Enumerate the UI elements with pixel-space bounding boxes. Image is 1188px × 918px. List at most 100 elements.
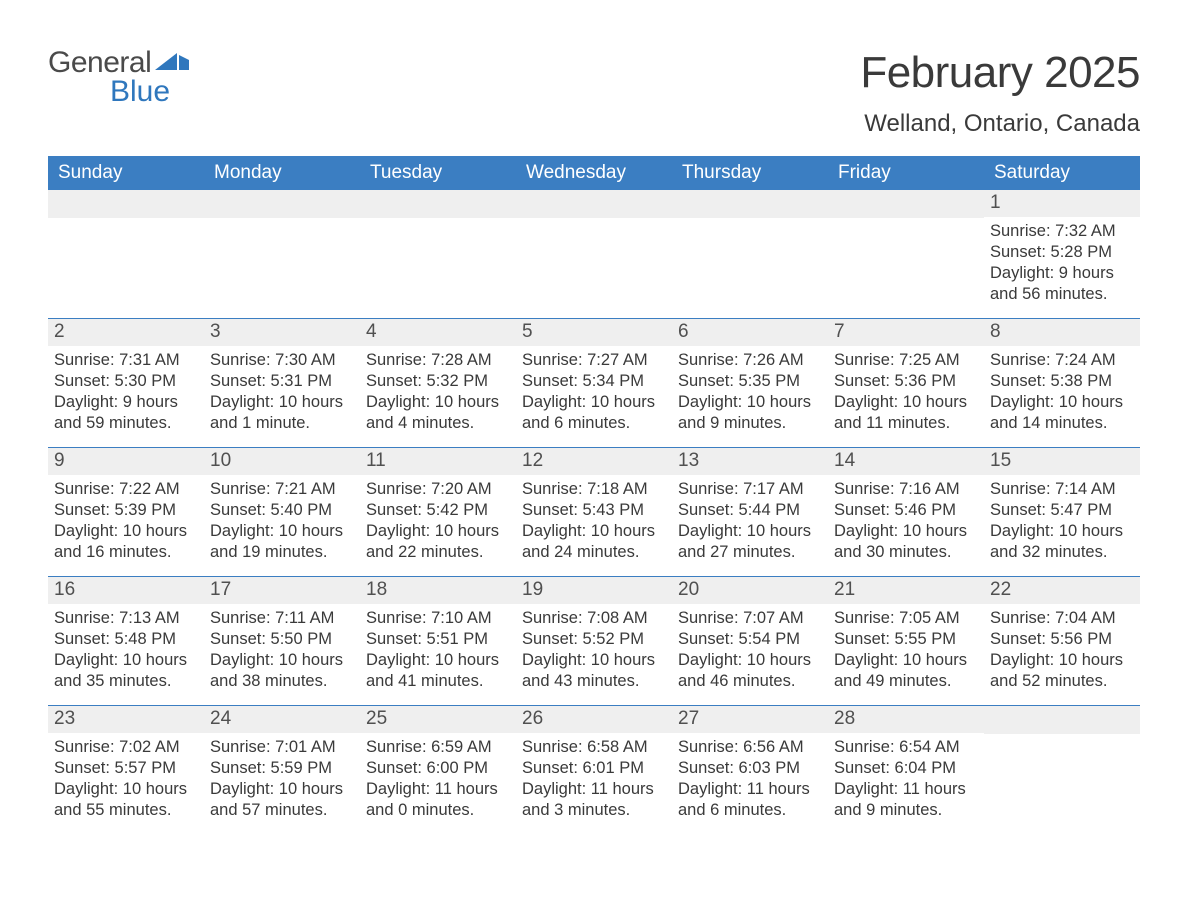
day-header-sunday: Sunday: [48, 156, 204, 190]
daylight-line: Daylight: 10 hours and 27 minutes.: [678, 521, 822, 563]
empty-day: [516, 190, 672, 318]
calendar-body: 1Sunrise: 7:32 AMSunset: 5:28 PMDaylight…: [48, 190, 1140, 834]
day-body: Sunrise: 7:21 AMSunset: 5:40 PMDaylight:…: [204, 475, 360, 573]
sunset-line: Sunset: 5:28 PM: [990, 242, 1134, 263]
empty-day: [204, 190, 360, 318]
day-number-row: 17: [204, 577, 360, 604]
sunrise-line: Sunrise: 7:11 AM: [210, 608, 354, 629]
day-cell-25: 25Sunrise: 6:59 AMSunset: 6:00 PMDayligh…: [360, 706, 516, 834]
sunset-line: Sunset: 5:42 PM: [366, 500, 510, 521]
day-number: 9: [54, 450, 65, 471]
day-body: Sunrise: 7:08 AMSunset: 5:52 PMDaylight:…: [516, 604, 672, 702]
day-number-row: 21: [828, 577, 984, 604]
sunset-line: Sunset: 5:39 PM: [54, 500, 198, 521]
day-body: Sunrise: 7:20 AMSunset: 5:42 PMDaylight:…: [360, 475, 516, 573]
day-cell-6: 6Sunrise: 7:26 AMSunset: 5:35 PMDaylight…: [672, 319, 828, 447]
calendar-week: 23Sunrise: 7:02 AMSunset: 5:57 PMDayligh…: [48, 705, 1140, 834]
day-number: 27: [678, 708, 699, 729]
sunrise-line: Sunrise: 6:54 AM: [834, 737, 978, 758]
sunset-line: Sunset: 5:32 PM: [366, 371, 510, 392]
sunrise-line: Sunrise: 7:16 AM: [834, 479, 978, 500]
daylight-line: Daylight: 10 hours and 22 minutes.: [366, 521, 510, 563]
day-number: 3: [210, 321, 221, 342]
sunset-line: Sunset: 5:44 PM: [678, 500, 822, 521]
day-number-row: 11: [360, 448, 516, 475]
day-number-row: [828, 190, 984, 218]
day-number: 17: [210, 579, 231, 600]
day-body: [672, 218, 828, 232]
daylight-line: Daylight: 10 hours and 52 minutes.: [990, 650, 1134, 692]
day-number-row: 4: [360, 319, 516, 346]
sunrise-line: Sunrise: 7:01 AM: [210, 737, 354, 758]
calendar-week: 16Sunrise: 7:13 AMSunset: 5:48 PMDayligh…: [48, 576, 1140, 705]
sunrise-line: Sunrise: 7:28 AM: [366, 350, 510, 371]
empty-day: [828, 190, 984, 318]
sunset-line: Sunset: 5:54 PM: [678, 629, 822, 650]
day-number: 22: [990, 579, 1011, 600]
day-header-friday: Friday: [828, 156, 984, 190]
day-cell-26: 26Sunrise: 6:58 AMSunset: 6:01 PMDayligh…: [516, 706, 672, 834]
day-number-row: 5: [516, 319, 672, 346]
day-cell-17: 17 Sunrise: 7:11 AMSunset: 5:50 PMDayligh…: [204, 577, 360, 705]
flag-icon: [155, 46, 189, 76]
sunrise-line: Sunrise: 6:56 AM: [678, 737, 822, 758]
day-body: Sunrise: 7:11 AMSunset: 5:50 PMDaylight:…: [204, 604, 360, 702]
day-body: Sunrise: 7:07 AMSunset: 5:54 PMDaylight:…: [672, 604, 828, 702]
day-number-row: [516, 190, 672, 218]
sunset-line: Sunset: 5:36 PM: [834, 371, 978, 392]
day-body: [360, 218, 516, 232]
day-body: Sunrise: 7:05 AMSunset: 5:55 PMDaylight:…: [828, 604, 984, 702]
sunset-line: Sunset: 5:47 PM: [990, 500, 1134, 521]
day-cell-22: 22Sunrise: 7:04 AMSunset: 5:56 PMDayligh…: [984, 577, 1140, 705]
sunset-line: Sunset: 5:55 PM: [834, 629, 978, 650]
sunrise-line: Sunrise: 7:18 AM: [522, 479, 666, 500]
daylight-line: Daylight: 10 hours and 41 minutes.: [366, 650, 510, 692]
day-cell-19: 19 Sunrise: 7:08 AMSunset: 5:52 PMDayligh…: [516, 577, 672, 705]
day-body: Sunrise: 7:16 AMSunset: 5:46 PMDaylight:…: [828, 475, 984, 573]
daylight-line: Daylight: 10 hours and 14 minutes.: [990, 392, 1134, 434]
empty-day: [48, 190, 204, 318]
day-number: 7: [834, 321, 845, 342]
day-body: Sunrise: 7:10 AMSunset: 5:51 PMDaylight:…: [360, 604, 516, 702]
day-number: 19: [522, 579, 543, 600]
day-body: Sunrise: 7:25 AMSunset: 5:36 PMDaylight:…: [828, 346, 984, 444]
sunrise-line: Sunrise: 7:32 AM: [990, 221, 1134, 242]
sunset-line: Sunset: 5:38 PM: [990, 371, 1134, 392]
sunrise-line: Sunrise: 7:20 AM: [366, 479, 510, 500]
day-cell-4: 4Sunrise: 7:28 AMSunset: 5:32 PMDaylight…: [360, 319, 516, 447]
day-number-row: 3: [204, 319, 360, 346]
day-number: 26: [522, 708, 543, 729]
day-header-thursday: Thursday: [672, 156, 828, 190]
day-cell-2: 2Sunrise: 7:31 AMSunset: 5:30 PMDaylight…: [48, 319, 204, 447]
daylight-line: Daylight: 10 hours and 49 minutes.: [834, 650, 978, 692]
sunrise-line: Sunrise: 7:02 AM: [54, 737, 198, 758]
daylight-line: Daylight: 11 hours and 9 minutes.: [834, 779, 978, 821]
daylight-line: Daylight: 9 hours and 56 minutes.: [990, 263, 1134, 305]
title-block: February 2025 Welland, Ontario, Canada: [860, 48, 1140, 138]
day-body: Sunrise: 6:56 AMSunset: 6:03 PMDaylight:…: [672, 733, 828, 831]
day-body: Sunrise: 7:28 AMSunset: 5:32 PMDaylight:…: [360, 346, 516, 444]
day-cell-8: 8Sunrise: 7:24 AMSunset: 5:38 PMDaylight…: [984, 319, 1140, 447]
day-number-row: 23: [48, 706, 204, 733]
sunset-line: Sunset: 5:59 PM: [210, 758, 354, 779]
daylight-line: Daylight: 10 hours and 38 minutes.: [210, 650, 354, 692]
sunrise-line: Sunrise: 6:59 AM: [366, 737, 510, 758]
day-number: 14: [834, 450, 855, 471]
day-cell-13: 13Sunrise: 7:17 AMSunset: 5:44 PMDayligh…: [672, 448, 828, 576]
sunrise-line: Sunrise: 7:08 AM: [522, 608, 666, 629]
day-body: Sunrise: 7:22 AMSunset: 5:39 PMDaylight:…: [48, 475, 204, 573]
daylight-line: Daylight: 10 hours and 35 minutes.: [54, 650, 198, 692]
day-number-row: 7: [828, 319, 984, 346]
day-cell-28: 28Sunrise: 6:54 AMSunset: 6:04 PMDayligh…: [828, 706, 984, 834]
sunset-line: Sunset: 5:30 PM: [54, 371, 198, 392]
daylight-line: Daylight: 10 hours and 16 minutes.: [54, 521, 198, 563]
day-number: 10: [210, 450, 231, 471]
day-header-wednesday: Wednesday: [516, 156, 672, 190]
sunrise-line: Sunrise: 7:31 AM: [54, 350, 198, 371]
day-cell-11: 11Sunrise: 7:20 AMSunset: 5:42 PMDayligh…: [360, 448, 516, 576]
day-number: 1: [990, 192, 1001, 213]
sunrise-line: Sunrise: 7:04 AM: [990, 608, 1134, 629]
sunset-line: Sunset: 6:03 PM: [678, 758, 822, 779]
day-body: Sunrise: 7:18 AMSunset: 5:43 PMDaylight:…: [516, 475, 672, 573]
sunrise-line: Sunrise: 6:58 AM: [522, 737, 666, 758]
